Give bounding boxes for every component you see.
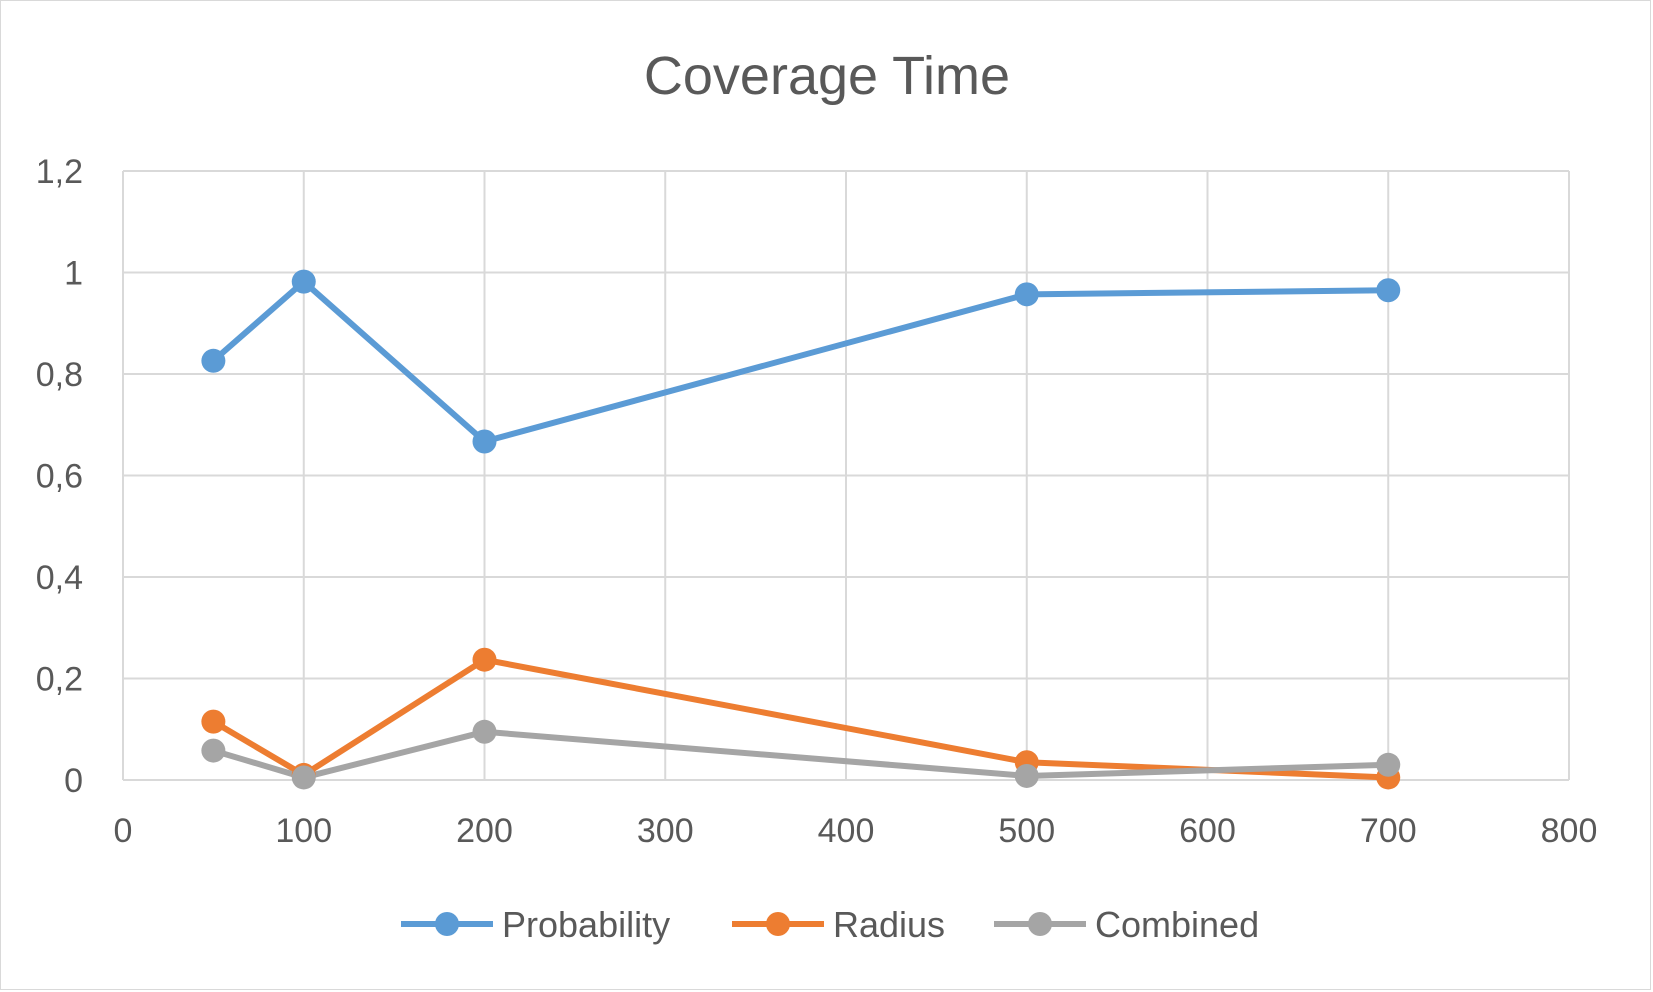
data-point-probability <box>291 269 316 294</box>
data-point-combined <box>201 738 226 763</box>
data-point-probability <box>1376 278 1401 303</box>
data-point-combined <box>1376 752 1401 777</box>
legend-marker <box>766 912 790 936</box>
legend-item-radius: Radius <box>732 904 945 945</box>
series-line-combined <box>210 728 1392 781</box>
data-point-combined <box>291 765 316 790</box>
x-tick-label: 500 <box>998 812 1055 850</box>
legend-label: Radius <box>833 904 945 945</box>
x-tick-label: 100 <box>275 812 332 850</box>
data-point-combined <box>472 719 497 744</box>
data-point-radius <box>472 647 497 672</box>
y-tick-label: 0 <box>64 762 83 800</box>
data-point-probability <box>472 429 497 454</box>
legend-item-probability: Probability <box>401 904 670 945</box>
series-line-probability <box>210 278 1392 445</box>
legend: Probability Radius Combined <box>401 904 1259 945</box>
data-point-radius <box>201 709 226 734</box>
x-tick-label: 800 <box>1541 812 1598 850</box>
y-tick-label: 0,4 <box>36 559 83 597</box>
x-tick-label: 600 <box>1179 812 1236 850</box>
y-tick-label: 0,2 <box>36 661 83 699</box>
x-tick-label: 300 <box>637 812 694 850</box>
chart-title: Coverage Time <box>644 46 1010 106</box>
y-tick-label: 0,8 <box>36 356 83 394</box>
x-tick-label: 700 <box>1360 812 1417 850</box>
legend-marker <box>1028 912 1052 936</box>
legend-item-combined: Combined <box>994 904 1259 945</box>
data-point-probability <box>1014 282 1039 307</box>
legend-marker <box>435 912 459 936</box>
data-point-probability <box>201 348 226 373</box>
data-point-combined <box>1014 763 1039 788</box>
legend-label: Combined <box>1095 904 1259 945</box>
y-tick-label: 1,2 <box>36 153 83 191</box>
grid <box>122 170 1570 781</box>
plot-area <box>201 269 1401 790</box>
y-tick-label: 1 <box>64 255 83 293</box>
x-tick-label: 200 <box>456 812 513 850</box>
x-tick-label: 400 <box>818 812 875 850</box>
x-tick-label: 0 <box>114 812 133 850</box>
legend-label: Probability <box>502 904 670 945</box>
axes: 0 100 200 300 400 500 600 700 800 0 0,2 0,4 0,6 0,8 1 1… <box>36 153 1598 850</box>
y-tick-label: 0,6 <box>36 458 83 496</box>
